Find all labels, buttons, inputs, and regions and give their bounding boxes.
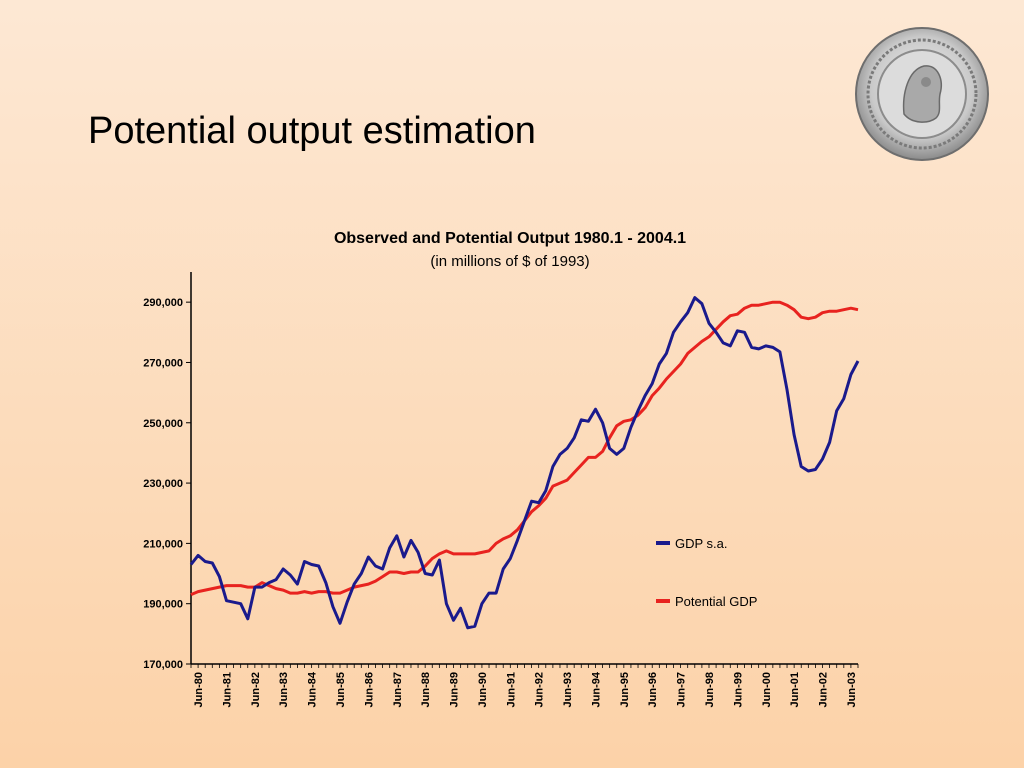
- slide-title: Potential output estimation: [88, 110, 536, 152]
- x-tick-label: Jun-84: [307, 671, 319, 707]
- y-tick-label: 290,000: [143, 297, 183, 309]
- chart-title: Observed and Potential Output 1980.1 - 2…: [333, 230, 687, 247]
- x-tick-label: Jun-94: [590, 671, 602, 707]
- x-tick-label: Jun-92: [534, 672, 546, 707]
- y-tick-label: 250,000: [143, 418, 183, 430]
- chart-subtitle: (in millions of $ of 1993): [430, 253, 590, 270]
- x-tick-label: Jun-90: [477, 672, 489, 707]
- x-axis-ticks: Jun-80 Jun-81 Jun-82 Jun-83 Jun-84 Jun-85 Jun-…: [190, 664, 859, 707]
- legend-label: GDP s.a.: [675, 536, 728, 551]
- x-tick-label: Jun-02: [818, 672, 830, 707]
- legend-label: Potential GDP: [675, 594, 757, 609]
- chart-axes: [190, 272, 858, 665]
- x-tick-label: Jun-81: [221, 672, 233, 707]
- y-tick-label: 230,000: [143, 478, 183, 490]
- y-tick-label: 190,000: [143, 599, 183, 611]
- institution-seal-logo: [855, 27, 989, 161]
- x-tick-label: Jun-89: [449, 672, 461, 707]
- x-tick-label: Jun-82: [250, 672, 262, 707]
- x-tick-label: Jun-91: [505, 672, 517, 707]
- y-tick-label: 210,000: [143, 538, 183, 550]
- x-tick-label: Jun-95: [619, 672, 631, 707]
- series-line-gdp-s-a: [189, 296, 860, 630]
- y-tick-label: 170,000: [143, 659, 183, 671]
- x-tick-label: Jun-98: [704, 672, 716, 707]
- x-tick-label: Jun-83: [278, 672, 290, 707]
- x-tick-label: Jun-00: [761, 672, 773, 707]
- x-tick-label: Jun-93: [562, 672, 574, 707]
- x-tick-label: Jun-85: [335, 672, 347, 707]
- y-tick-label: 270,000: [143, 357, 183, 369]
- x-tick-label: Jun-87: [392, 672, 404, 707]
- x-tick-label: Jun-96: [647, 672, 659, 707]
- series-line-potential-gdp: [190, 300, 859, 596]
- x-tick-label: Jun-97: [676, 672, 688, 707]
- y-axis-ticks: 170,000 190,000 210,000 230,000 250,000 270,0…: [143, 297, 191, 671]
- x-tick-label: Jun-86: [363, 672, 375, 707]
- x-tick-label: Jun-03: [846, 672, 858, 707]
- chart-legend: GDP s.a. Potential GDP: [656, 536, 757, 609]
- x-tick-label: Jun-01: [789, 672, 801, 707]
- x-tick-label: Jun-80: [193, 672, 205, 707]
- x-tick-label: Jun-88: [420, 672, 432, 707]
- series-lines: [189, 296, 860, 630]
- x-tick-label: Jun-99: [732, 672, 744, 707]
